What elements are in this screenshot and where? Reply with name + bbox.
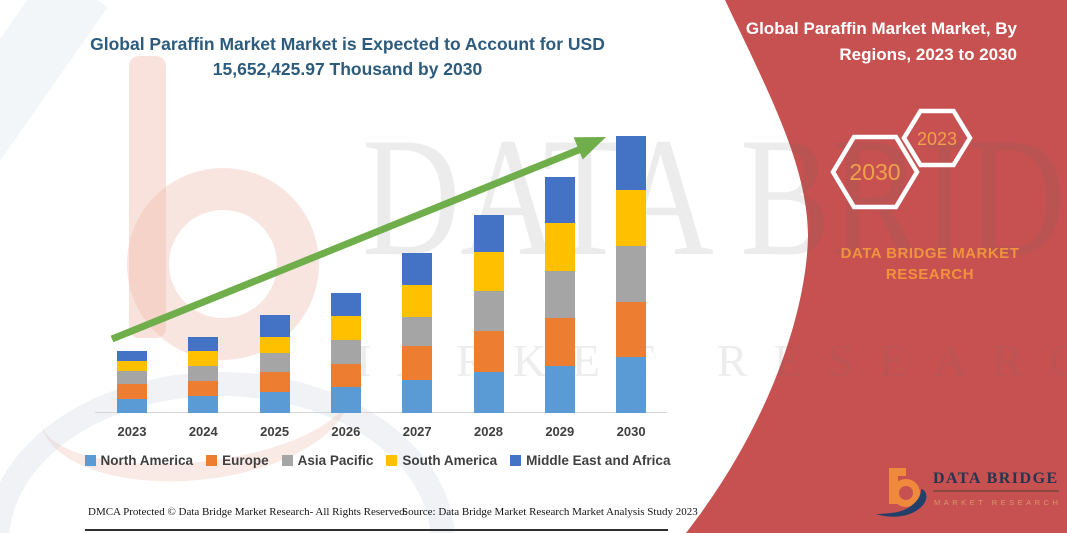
legend-label: Asia Pacific	[297, 453, 374, 468]
x-axis-label-2025: 2025	[260, 424, 290, 439]
legend-label: South America	[402, 453, 498, 468]
legend-item-europe: Europe	[206, 453, 269, 468]
chart-legend: North America Europe Asia Pacific South Ame…	[84, 453, 670, 468]
bar-segment-north-america	[402, 379, 433, 413]
x-axis-label-2030: 2030	[616, 424, 646, 439]
footer-divider-line	[85, 529, 668, 531]
legend-item-asia-pacific: Asia Pacific	[281, 453, 374, 468]
logo-mark	[876, 468, 927, 517]
bar-segment-asia-pacific	[188, 365, 219, 381]
bar-segment-north-america	[117, 398, 147, 413]
footer-dmca-text: DMCA Protected © Data Bridge Market Rese…	[88, 506, 408, 518]
hexagon-2030	[830, 134, 920, 210]
bar-segment-asia-pacific	[117, 370, 147, 384]
legend-item-south-america: South America	[386, 453, 497, 468]
legend-label: North America	[100, 453, 194, 468]
bar-segment-europe	[117, 383, 147, 399]
x-axis-line	[95, 412, 667, 413]
bar-segment-middle-east-and-africa	[616, 136, 647, 191]
bar-segment-north-america	[330, 387, 361, 413]
x-axis-label-2027: 2027	[402, 424, 432, 439]
stacked-bar-2023	[117, 351, 147, 413]
logo-b-bowl	[892, 479, 920, 507]
logo-tagline-text: MARKET RESEARCH	[934, 498, 1062, 507]
bar-segment-asia-pacific	[330, 339, 361, 365]
bar-segment-north-america	[473, 372, 504, 413]
hexagon-2023-label: 2023	[917, 129, 957, 149]
footer-source-text: Source: Data Bridge Market Research Mark…	[402, 506, 698, 518]
bar-segment-north-america	[544, 365, 575, 413]
legend-swatch-icon	[510, 455, 522, 466]
x-axis-label-2024: 2024	[188, 424, 218, 439]
bar-segment-europe	[330, 364, 361, 388]
legend-swatch-icon	[206, 455, 218, 466]
x-axis-label-2023: 2023	[117, 424, 147, 439]
hexagon-2023	[901, 108, 973, 168]
bar-segment-europe	[259, 371, 290, 392]
hexagon-2030-label: 2030	[849, 159, 900, 185]
bar-segment-north-america	[188, 395, 219, 413]
logo-swoosh	[876, 489, 927, 517]
x-axis-label-2026: 2026	[331, 424, 361, 439]
legend-label: Europe	[222, 453, 269, 468]
bar-segment-south-america	[117, 361, 147, 371]
logo-name-text: DATA BRIDGE	[933, 470, 1059, 492]
bar-segment-europe	[402, 345, 433, 380]
bar-segment-south-america	[616, 190, 647, 247]
legend-label: Middle East and Africa	[526, 453, 671, 468]
watermark-text-marketresearch: MARKET RESEARCH	[330, 335, 1067, 386]
bar-segment-europe	[616, 302, 647, 358]
bar-segment-north-america	[616, 357, 647, 413]
chart-title: Global Paraffin Market Market is Expecte…	[90, 34, 605, 80]
bar-segment-asia-pacific	[259, 352, 290, 372]
legend-swatch-icon	[386, 455, 398, 466]
bar-segment-middle-east-and-africa	[117, 351, 147, 362]
x-axis-label-2029: 2029	[545, 424, 575, 439]
x-axis-label-2028: 2028	[474, 424, 503, 439]
panel-brand-text: DATA BRIDGE MARKET RESEARCH	[840, 245, 1020, 283]
stacked-bar-2025	[259, 315, 290, 413]
red-panel-shape	[686, 0, 1067, 533]
legend-swatch-icon	[281, 455, 293, 466]
legend-item-middle-east-and-africa: Middle East and Africa	[510, 453, 670, 468]
data-bridge-logo: DATA BRIDGE MARKET RESEARCH	[875, 462, 1059, 522]
bar-segment-asia-pacific	[616, 246, 647, 303]
bar-segment-north-america	[259, 391, 290, 413]
stacked-bar-2030	[616, 136, 647, 413]
bar-segment-south-america	[188, 351, 219, 366]
legend-item-north-america: North America	[84, 453, 194, 468]
panel-title: Global Paraffin Market Market, By Region…	[745, 19, 1017, 65]
legend-swatch-icon	[84, 455, 96, 466]
bar-segment-europe	[188, 380, 219, 396]
